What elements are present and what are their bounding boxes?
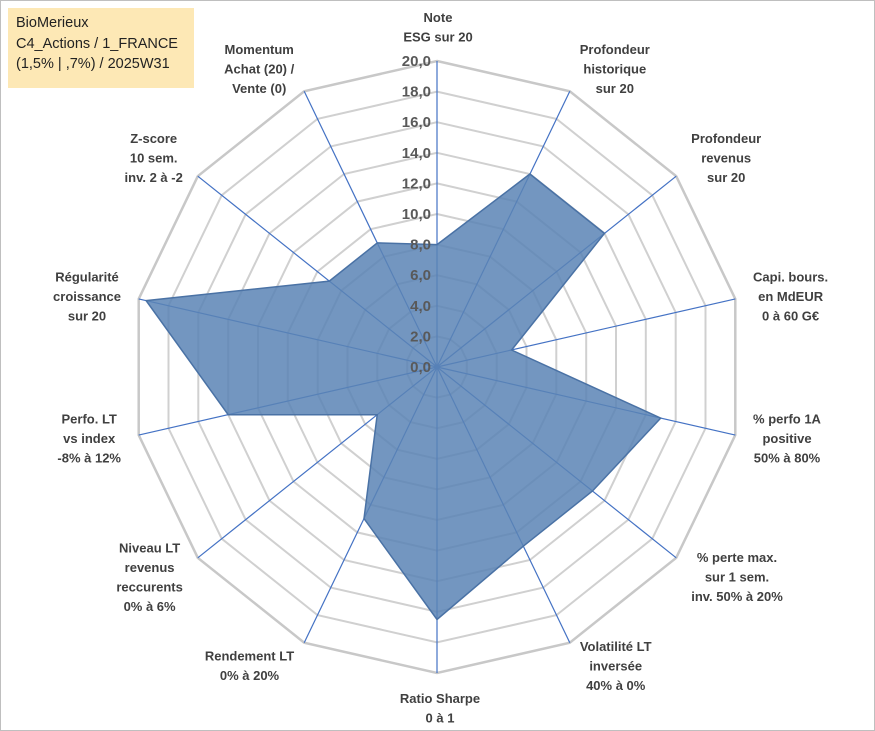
category-label-line: 0 à 60 G€ bbox=[762, 308, 819, 323]
category-label-line: Volatilité LT bbox=[580, 639, 652, 654]
category-label-line: sur 20 bbox=[596, 81, 634, 96]
category-label: % perfo 1A positive 50% à 80% bbox=[753, 412, 822, 466]
category-label: Rendement LT 0% à 20% bbox=[205, 649, 294, 684]
tick-label: 12,0 bbox=[402, 175, 431, 192]
category-label-line: croissance bbox=[53, 289, 121, 304]
tick-label: 16,0 bbox=[402, 114, 431, 131]
category-label-line: Régularité bbox=[55, 269, 119, 284]
category-label-line: 50% à 80% bbox=[754, 451, 821, 466]
category-label-line: vs index bbox=[63, 431, 116, 446]
title-line-2: C4_Actions / 1_FRANCE bbox=[16, 35, 178, 52]
category-label-line: revenus bbox=[701, 151, 751, 166]
tick-label: 20,0 bbox=[402, 53, 431, 70]
category-label: Note ESG sur 20 bbox=[403, 10, 472, 45]
tick-label: 6,0 bbox=[410, 267, 431, 284]
category-label-line: 0% à 20% bbox=[220, 668, 280, 683]
series-area bbox=[144, 173, 662, 621]
category-label: Régularité croissance sur 20 bbox=[53, 269, 121, 323]
tick-label: 2,0 bbox=[410, 328, 431, 345]
category-label: Momentum Achat (20) / Vente (0) bbox=[224, 42, 294, 96]
chart-title-box: BioMerieux C4_Actions / 1_FRANCE (1,5% |… bbox=[8, 8, 194, 88]
category-label-line: revenus bbox=[125, 560, 175, 575]
category-label: % perte max. sur 1 sem. inv. 50% à 20% bbox=[691, 550, 783, 604]
category-label: Perfo. LT vs index -8% à 12% bbox=[57, 412, 121, 466]
title-line-3: (1,5% | ,7%) / 2025W31 bbox=[16, 56, 170, 72]
category-label-layer: Note ESG sur 20 Profondeur historique sur 20… bbox=[53, 10, 828, 726]
category-label: Ratio Sharpe 0 à 1 bbox=[400, 691, 480, 726]
category-label-line: ESG sur 20 bbox=[403, 30, 472, 45]
category-label-line: Niveau LT bbox=[119, 540, 180, 555]
series-layer bbox=[144, 173, 662, 621]
category-label-line: sur 20 bbox=[68, 308, 106, 323]
category-label-line: Momentum bbox=[225, 42, 294, 57]
category-label-line: Profondeur bbox=[580, 42, 650, 57]
category-label-line: Ratio Sharpe bbox=[400, 691, 480, 706]
category-label-line: 40% à 0% bbox=[586, 678, 646, 693]
category-label: Profondeur historique sur 20 bbox=[580, 42, 650, 96]
category-label: Volatilité LT inversée 40% à 0% bbox=[580, 639, 652, 693]
category-label-line: reccurents bbox=[116, 579, 182, 594]
category-label-line: Perfo. LT bbox=[62, 412, 117, 427]
category-label-line: positive bbox=[762, 431, 811, 446]
category-label-line: inversée bbox=[589, 658, 642, 673]
category-label-line: en MdEUR bbox=[758, 289, 824, 304]
category-label-line: Note bbox=[424, 10, 453, 25]
category-label-line: % perte max. bbox=[697, 550, 777, 565]
category-label-line: Vente (0) bbox=[232, 81, 286, 96]
category-label-line: historique bbox=[583, 62, 646, 77]
category-label: Profondeur revenus sur 20 bbox=[691, 131, 761, 185]
category-label-line: 0% à 6% bbox=[124, 599, 176, 614]
category-label-line: sur 20 bbox=[707, 170, 745, 185]
category-label-line: Achat (20) / bbox=[224, 62, 294, 77]
category-label-line: Profondeur bbox=[691, 131, 761, 146]
category-label-line: inv. 2 à -2 bbox=[125, 170, 183, 185]
category-label: Z-score 10 sem. inv. 2 à -2 bbox=[125, 131, 183, 185]
tick-label: 8,0 bbox=[410, 237, 431, 254]
tick-label: 0,0 bbox=[410, 359, 431, 376]
category-label-line: Capi. bours. bbox=[753, 269, 828, 284]
category-label-line: Z-score bbox=[130, 131, 177, 146]
tick-layer: 0,0 2,0 4,0 6,0 8,0 10,0 12,0 14,0 16,0 18,0 20,0 bbox=[402, 53, 431, 376]
category-label: Niveau LT revenus reccurents 0% à 6% bbox=[116, 540, 182, 614]
category-label-line: % perfo 1A bbox=[753, 412, 822, 427]
category-label-line: 10 sem. bbox=[130, 151, 178, 166]
category-label-line: 0 à 1 bbox=[426, 711, 455, 726]
tick-label: 14,0 bbox=[402, 145, 431, 162]
tick-label: 18,0 bbox=[402, 84, 431, 101]
tick-label: 10,0 bbox=[402, 206, 431, 223]
title-line-1: BioMerieux bbox=[16, 15, 89, 31]
category-label-line: -8% à 12% bbox=[57, 451, 121, 466]
category-label-line: Rendement LT bbox=[205, 649, 294, 664]
category-label: Capi. bours. en MdEUR 0 à 60 G€ bbox=[753, 269, 828, 323]
category-label-line: sur 1 sem. bbox=[705, 570, 769, 585]
category-label-line: inv. 50% à 20% bbox=[691, 589, 783, 604]
tick-label: 4,0 bbox=[410, 298, 431, 315]
